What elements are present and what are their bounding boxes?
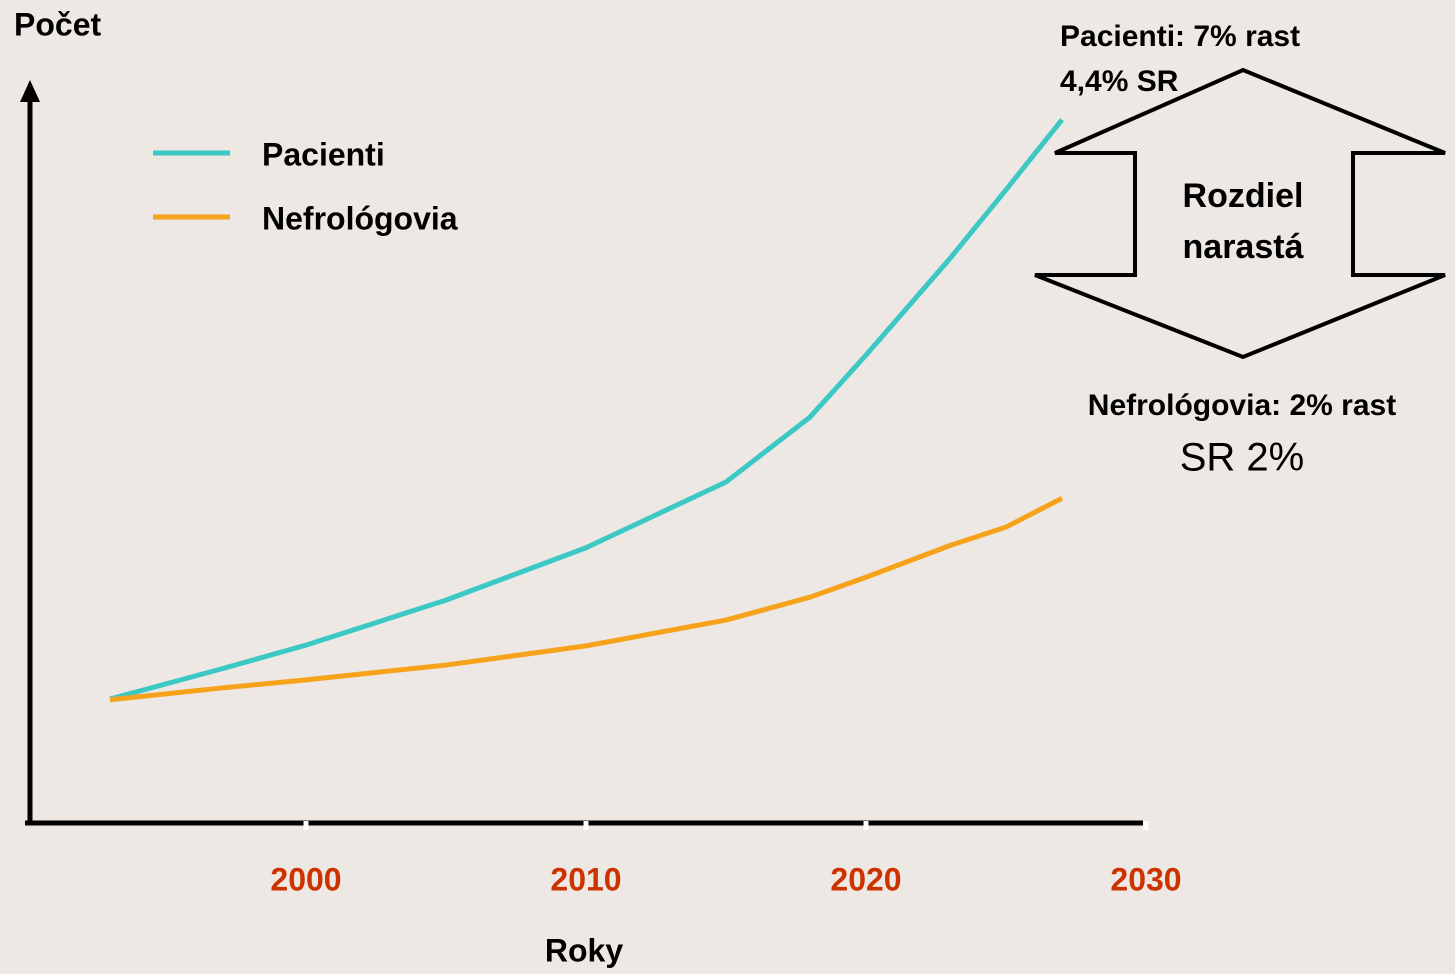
x-tick-label: 2000 [270,861,341,897]
legend-label: Pacienti [262,136,385,172]
double-arrow [1034,67,1446,360]
y-axis-arrow [20,80,40,102]
x-tick-label: 2010 [550,861,621,897]
line-series [109,118,1064,702]
annotation: Nefrológovia: 2% rast [1088,389,1396,422]
legend-label: Nefrológovia [262,200,458,236]
plot [109,118,1149,830]
annotation: Pacienti: 7% rast [1060,20,1300,53]
y-axis-label: Počet [14,6,101,42]
annotation: narastá [1183,228,1304,266]
x-axis-label: Roky [545,932,623,968]
annotation: Rozdiel [1183,177,1304,215]
annotation: SR 2% [1180,436,1305,480]
line-series [109,496,1064,703]
x-tick-label: 2020 [830,861,901,897]
x-tick-label: 2030 [1110,861,1181,897]
annotation: 4,4% SR [1060,65,1179,98]
